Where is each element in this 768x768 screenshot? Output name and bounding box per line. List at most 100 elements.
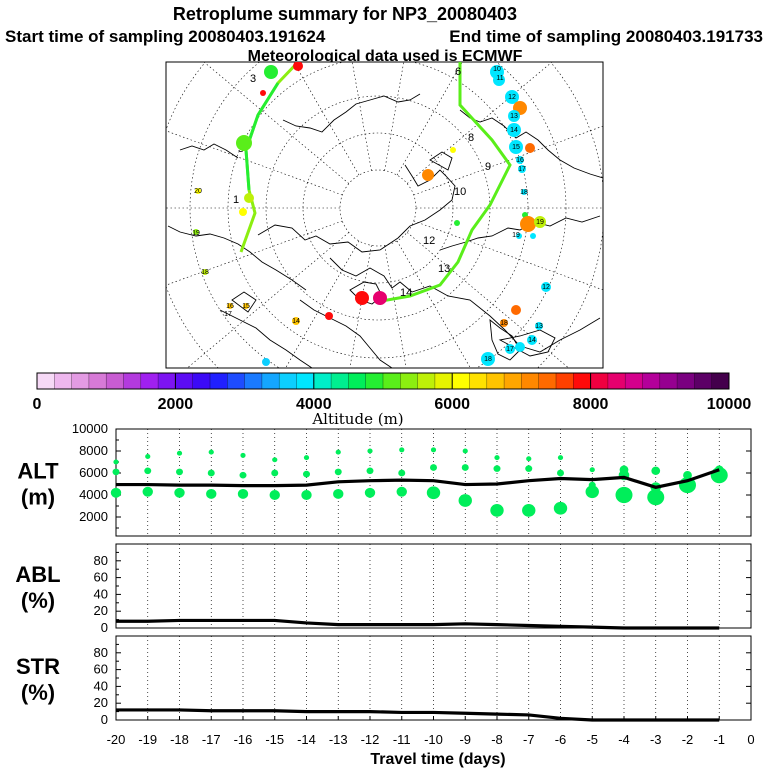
colorbar-cell (556, 373, 574, 389)
altitude-cluster-dot (430, 447, 437, 453)
altitude-cluster-dot (174, 487, 185, 498)
colorbar-tick-label: 2000 (158, 396, 194, 413)
map-layer: 3 5 1 6 8 9 10 12 13 14 2019181615171419… (166, 62, 603, 368)
colorbar-cell (590, 373, 609, 389)
plume-dot (244, 193, 254, 203)
colorbar-tick-label: 8000 (573, 396, 609, 413)
plume-dot (516, 233, 522, 239)
altitude-cluster-dot (585, 485, 599, 499)
meridian-line (203, 62, 350, 184)
plume-day-label: 10 (493, 66, 501, 73)
x-tick-label: -13 (329, 732, 348, 747)
colorbar-cell (244, 373, 263, 389)
altitude-cluster-dot (208, 449, 214, 455)
x-tick-label: 0 (747, 732, 754, 747)
east-track (375, 62, 512, 304)
panel-ylabel-line1: ABL (15, 562, 60, 587)
altitude-cluster-dot (112, 468, 120, 476)
plume-dot (527, 335, 537, 345)
altitude-cluster-dot (557, 455, 564, 461)
y-tick-label: 8000 (79, 443, 108, 458)
time-series-panels: 100008000600040002000ALT(m)806040200ABL(… (15, 421, 752, 727)
colorbar-cell (504, 373, 522, 389)
colorbar-cell (261, 373, 280, 389)
plume-dot (193, 229, 199, 235)
colorbar-tick-label: 0 (33, 396, 42, 413)
colorbar-frame (36, 372, 730, 390)
plume-day-label: 13 (535, 323, 543, 330)
plume-dot (493, 74, 505, 86)
altitude-cluster-dot (426, 486, 441, 500)
figure-title: Retroplume summary for NP3_20080403 (173, 4, 517, 24)
colorbar-cell (279, 373, 297, 389)
x-tick-label: -14 (297, 732, 316, 747)
plume-day-label: 11 (496, 75, 503, 82)
colorbar-cell (140, 373, 159, 389)
x-tick-label: -17 (202, 732, 221, 747)
colorbar-cell (365, 373, 384, 389)
y-tick-label: 40 (94, 678, 108, 693)
altitude-cluster-dot (522, 504, 536, 517)
plume-dot (325, 312, 333, 320)
altitude-cluster-dot (207, 469, 215, 477)
altitude-cluster-dot (553, 501, 568, 515)
plume-dot (481, 352, 495, 366)
altitude-cluster-dot (525, 465, 533, 472)
plume-day-label: 14 (510, 127, 518, 134)
altitude-cluster-dot (206, 488, 217, 499)
x-tick-label: -16 (234, 732, 253, 747)
plume-day-label: 14 (292, 318, 300, 325)
colorbar-cell (383, 373, 401, 389)
y-tick-label: 0 (101, 620, 108, 635)
plume-day-label: 15 (242, 303, 250, 310)
altitude-cluster-dot (589, 467, 595, 473)
plume-dot (195, 188, 201, 194)
colorbar-tick-label: 4000 (296, 396, 332, 413)
y-tick-label: 4000 (79, 487, 108, 502)
altitude-cluster-dot (366, 467, 374, 475)
altitude-cluster-dot (399, 447, 405, 453)
altitude-cluster-dot (303, 455, 310, 461)
plume-day-label: 19 (192, 230, 200, 237)
altitude-cluster-dot (301, 490, 312, 500)
colorbar-cell (711, 373, 730, 389)
altitude-cluster-dot (526, 456, 532, 462)
y-tick-label: 80 (94, 645, 108, 660)
meridian-line (293, 62, 360, 176)
colorbar-cell (400, 373, 418, 389)
altitude-cluster-dot (176, 468, 183, 476)
altitude-cluster-dot (462, 448, 468, 454)
plume-dot (516, 156, 524, 164)
colorbar-cell (452, 373, 470, 389)
meridian-line (406, 62, 553, 184)
colorbar-cell (71, 373, 90, 389)
meridian-line (396, 240, 471, 368)
colorbar-cell (88, 373, 107, 389)
altitude-cluster-dot (651, 466, 661, 475)
altitude-cluster-dot (367, 448, 373, 454)
y-tick-label: 6000 (79, 465, 108, 480)
altitude-cluster-dot (396, 486, 407, 497)
x-tick-label: -7 (523, 732, 535, 747)
plume-dot (293, 62, 303, 71)
plume-day-label: 18 (201, 269, 209, 276)
plume-day-label: 12 (508, 94, 516, 101)
altitude-cluster-dot (458, 494, 472, 507)
plume-day-label: 18 (484, 356, 492, 363)
altitude-cluster-dot (271, 469, 279, 477)
plume-dot (525, 143, 535, 153)
plume-dot (518, 165, 526, 173)
colorbar-cell (677, 373, 695, 389)
track-label-9e: 9 (485, 161, 491, 173)
meridian-line (384, 245, 407, 368)
plume-dot (515, 342, 525, 352)
x-axis: -20 -19 -18 -17 -16 -15 -14 -13 -12 -11 -10 -9 -8 -7-… (107, 716, 755, 747)
plume-dot (227, 303, 233, 309)
meridian-line (396, 62, 463, 176)
colorbar-title: Altitude (m) (311, 410, 403, 428)
plume-day-label: 17 (224, 311, 232, 318)
x-tick-label: -1 (713, 732, 725, 747)
plume-dot (507, 123, 521, 137)
